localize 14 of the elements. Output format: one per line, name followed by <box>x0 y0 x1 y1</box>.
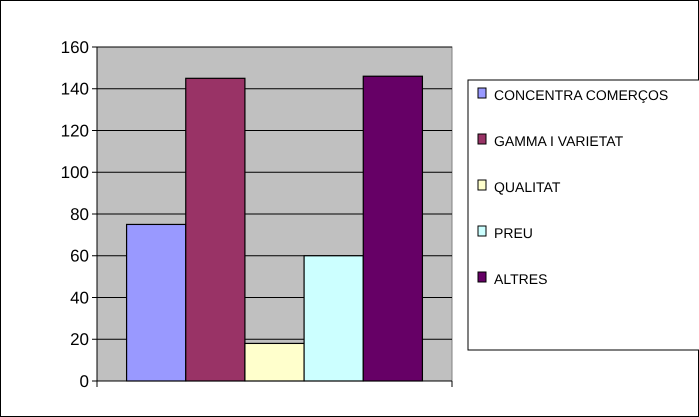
y-tick-label: 40 <box>70 288 89 308</box>
legend-label: PREU <box>494 225 533 241</box>
y-tick-label: 0 <box>80 372 89 391</box>
y-tick-label: 20 <box>70 330 89 350</box>
y-tick-label: 60 <box>70 246 89 266</box>
y-tick-label: 120 <box>60 121 89 140</box>
legend-label: CONCENTRA COMERÇOS <box>494 87 668 103</box>
y-tick-label: 140 <box>60 80 89 99</box>
legend-label: GAMMA I VARIETAT <box>494 133 624 149</box>
y-tick-label: 80 <box>70 204 89 224</box>
legend-label: QUALITAT <box>494 179 561 195</box>
y-tick-label: 160 <box>60 38 89 57</box>
legend-label: ALTRES <box>494 271 548 287</box>
y-tick-label: 100 <box>60 163 89 182</box>
